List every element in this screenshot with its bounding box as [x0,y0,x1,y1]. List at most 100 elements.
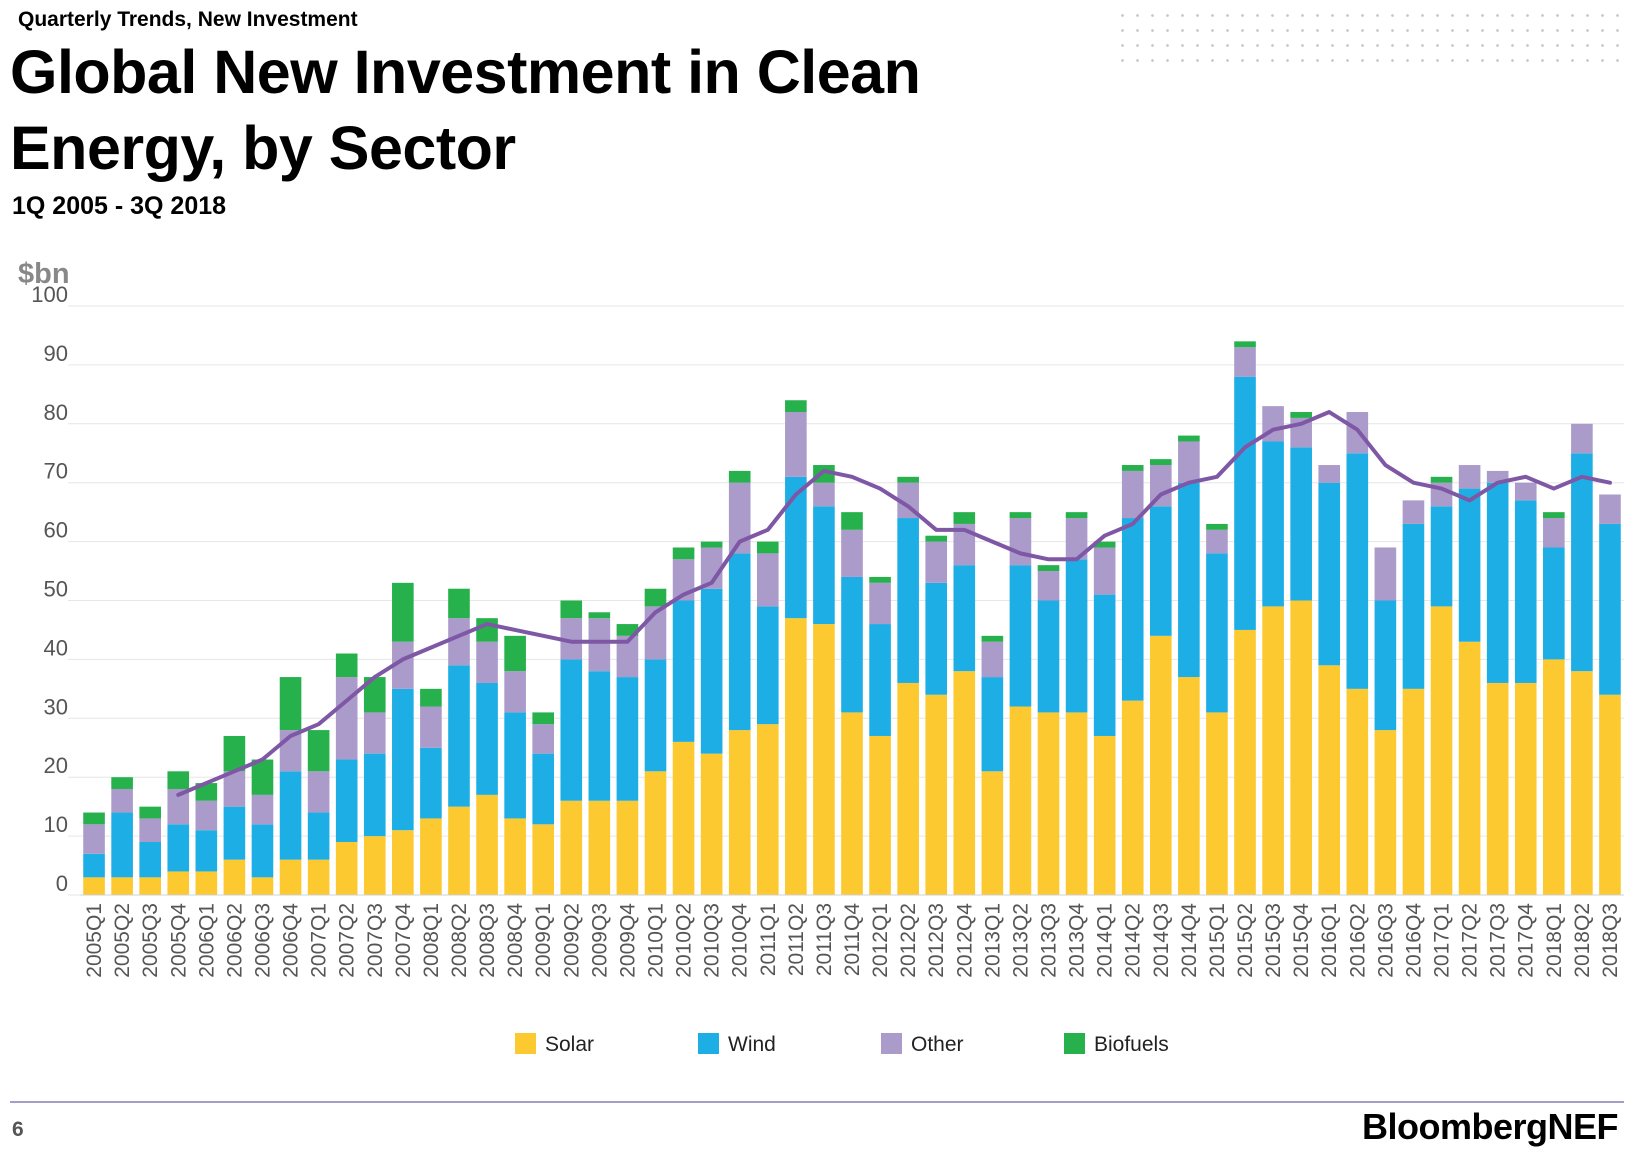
bar-other [1486,470,1509,483]
bar-biofuels [841,512,863,530]
x-tick-label: 2009Q3 [588,903,611,978]
bar-solar [616,800,639,895]
x-tick-label: 2010Q3 [701,903,724,978]
y-tick-label: 80 [44,400,68,425]
legend-label-biofuels: Biofuels [1094,1033,1169,1056]
bar-biofuels [167,771,190,789]
bar-other [476,641,498,683]
x-tick-label: 2011Q2 [785,903,808,976]
bar-wind [1543,547,1565,660]
bar-biofuels [139,806,161,819]
bar-solar [785,618,807,895]
bar-biofuels [1430,476,1453,483]
bar-other [1599,494,1621,524]
bar-biofuels [251,759,274,795]
bar-wind [167,824,190,872]
kicker-text: Quarterly Trends, New Investment [18,8,358,31]
bar-wind [1262,441,1284,607]
x-tick-label: 2010Q2 [673,903,696,978]
bar-other [1571,423,1593,454]
bar-biofuels [813,465,835,483]
y-axis-label: $bn [18,258,70,290]
bar-wind [392,688,414,831]
legend-swatch-biofuels [1064,1033,1085,1054]
bar-wind [1599,523,1621,695]
bar-solar [1234,629,1256,895]
x-tick-label: 2006Q4 [280,903,303,978]
bar-wind [307,812,330,860]
bar-other [981,641,1004,678]
legend-swatch-solar [515,1033,536,1054]
bar-biofuels [111,777,133,789]
bar-wind [981,677,1004,772]
x-tick-label: 2016Q4 [1402,903,1425,978]
bar-wind [1458,488,1481,642]
bar-other [1402,500,1425,524]
legend-label-wind: Wind [728,1033,776,1056]
x-tick-label: 2016Q3 [1374,903,1397,978]
bar-biofuels [532,712,555,725]
bar-solar [448,806,470,895]
bar-solar [1346,688,1369,895]
bar-other [1093,547,1116,595]
bar-wind [756,606,779,725]
bar-wind [251,824,274,878]
bar-biofuels [1121,465,1144,471]
bar-biofuels [448,588,470,619]
trend-line [176,410,1612,797]
bar-other [167,788,190,825]
x-tick-label: 2007Q1 [308,903,331,978]
bar-other [223,771,246,807]
x-tick-label: 2012Q2 [897,903,920,978]
bar-biofuels [588,612,611,619]
x-tick-label: 2015Q4 [1290,903,1313,978]
bar-wind [111,812,133,878]
bar-other [251,794,274,825]
bar-biofuels [476,618,498,642]
bar-solar [672,741,695,895]
x-tick-label: 2017Q1 [1431,903,1454,978]
bar-biofuels [981,635,1004,642]
bar-other [869,582,891,625]
x-tick-label: 2018Q2 [1571,903,1594,978]
bar-biofuels [1234,341,1256,348]
x-tick-label: 2015Q1 [1206,903,1229,978]
bar-wind [532,753,555,825]
bar-wind [1178,482,1200,678]
bar-biofuels [307,730,330,772]
bar-biofuels [728,470,751,483]
x-tick-label: 2009Q4 [616,903,639,978]
bar-solar [1514,682,1537,895]
y-tick-label: 60 [44,518,68,543]
bar-solar [504,818,526,895]
bar-solar [420,818,442,895]
bar-wind [1430,506,1453,607]
bar-wind [1571,453,1593,672]
bar-wind [420,747,442,819]
x-tick-label: 2018Q3 [1599,903,1622,978]
x-tick-label: 2014Q1 [1094,903,1117,978]
bar-biofuels [335,653,358,678]
bar-solar [1599,694,1621,895]
bar-biofuels [1178,435,1200,442]
bar-other [1514,482,1537,501]
bar-wind [504,712,526,819]
bar-biofuels [1065,512,1088,519]
page-number: 6 [12,1118,24,1141]
footer-divider [10,1101,1624,1103]
bar-biofuels [504,635,526,672]
bar-biofuels [1093,541,1116,548]
legend-swatch-other [881,1033,902,1054]
bar-solar [532,824,555,895]
bar-other [1149,465,1172,507]
x-tick-label: 2011Q3 [813,903,836,976]
x-tick-label: 2007Q3 [364,903,387,978]
bar-solar [307,859,330,895]
bar-wind [1093,594,1116,736]
bar-biofuels [1149,459,1172,466]
bar-biofuels [616,624,639,636]
bar-wind [925,582,948,695]
bar-other [83,824,105,854]
bar-biofuels [644,588,667,607]
